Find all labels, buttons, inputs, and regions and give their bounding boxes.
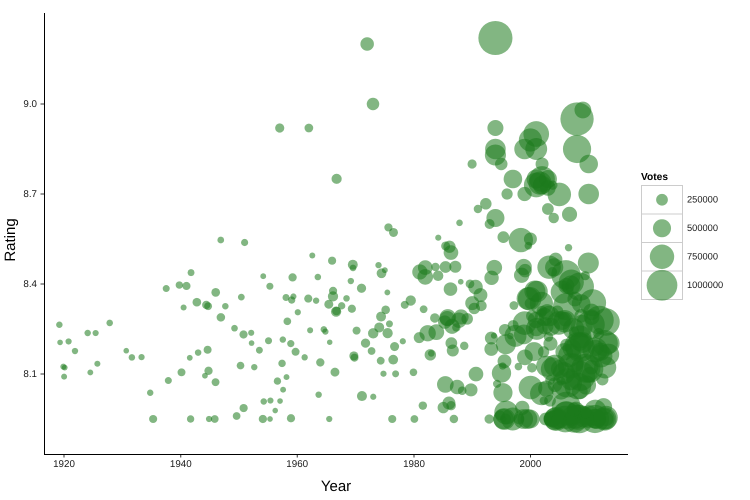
svg-text:1000000: 1000000 [687,280,723,290]
svg-text:1940: 1940 [170,459,192,470]
svg-text:Rating: Rating [2,218,19,261]
svg-text:500000: 500000 [687,223,718,233]
svg-text:2000: 2000 [520,459,542,470]
svg-text:1960: 1960 [286,459,308,470]
svg-text:250000: 250000 [687,195,718,205]
svg-text:8.1: 8.1 [23,369,37,380]
svg-text:Votes: Votes [641,172,668,183]
svg-text:8.4: 8.4 [23,279,37,290]
svg-text:750000: 750000 [687,252,718,262]
svg-text:1980: 1980 [403,459,425,470]
svg-text:Year: Year [321,478,351,495]
svg-text:9.0: 9.0 [23,99,37,110]
svg-text:8.7: 8.7 [23,189,37,200]
svg-text:1920: 1920 [53,459,75,470]
